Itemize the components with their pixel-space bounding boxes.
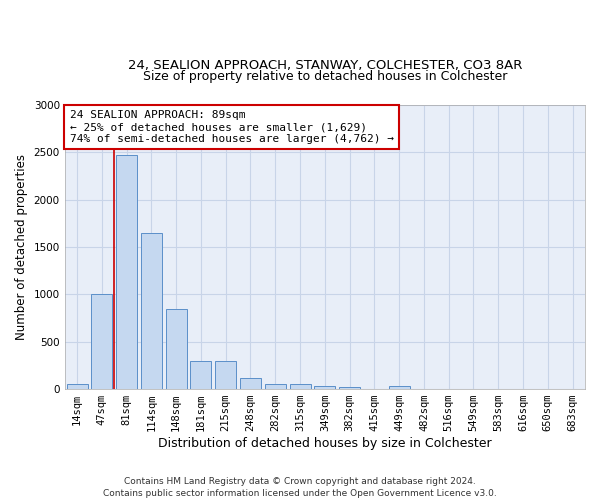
Bar [215, 360, 236, 389]
Y-axis label: Number of detached properties: Number of detached properties [15, 154, 28, 340]
Bar [190, 360, 211, 389]
Title: Size of property relative to detached houses in Colchester: Size of property relative to detached ho… [143, 70, 507, 83]
Bar [314, 386, 335, 389]
Bar [141, 232, 162, 389]
Bar [290, 384, 311, 389]
Text: 24, SEALION APPROACH, STANWAY, COLCHESTER, CO3 8AR: 24, SEALION APPROACH, STANWAY, COLCHESTE… [128, 59, 522, 72]
Bar [116, 155, 137, 389]
Bar [166, 310, 187, 389]
Bar [240, 378, 261, 389]
Text: 24 SEALION APPROACH: 89sqm
← 25% of detached houses are smaller (1,629)
74% of s: 24 SEALION APPROACH: 89sqm ← 25% of deta… [70, 110, 394, 144]
Bar [389, 386, 410, 389]
Bar [91, 294, 112, 389]
X-axis label: Distribution of detached houses by size in Colchester: Distribution of detached houses by size … [158, 437, 491, 450]
Text: Contains HM Land Registry data © Crown copyright and database right 2024.
Contai: Contains HM Land Registry data © Crown c… [103, 476, 497, 498]
Bar [339, 387, 360, 389]
Bar [67, 384, 88, 389]
Bar [265, 384, 286, 389]
